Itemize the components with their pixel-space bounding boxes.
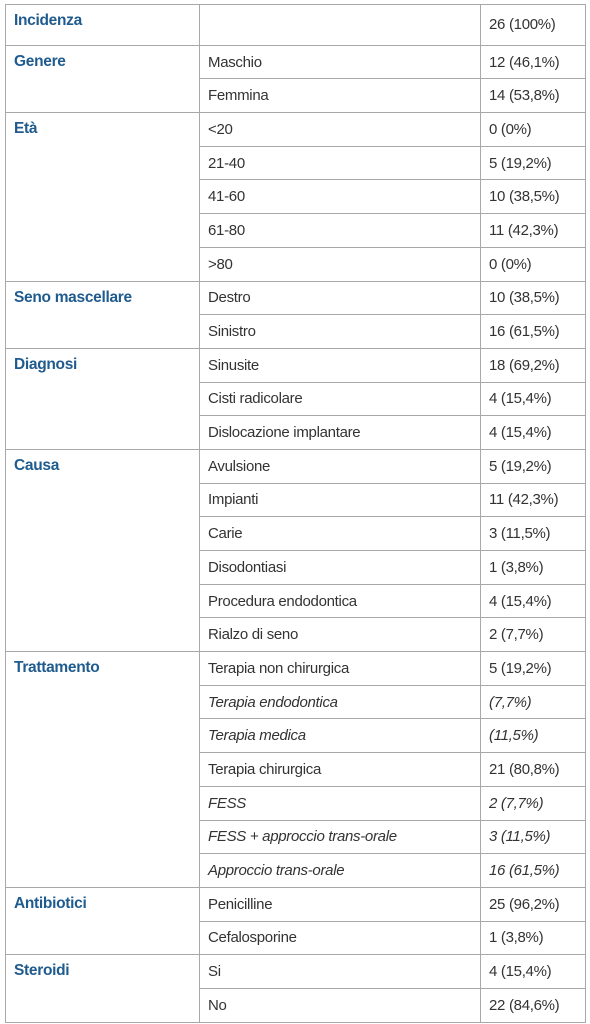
table-row: Femmina 14 (53,8%) (6, 78, 586, 114)
group-label: Diagnosi (5, 347, 200, 450)
row-value: 2 (7,7%) (480, 785, 586, 821)
table-row: Diagnosi Sinusite 18 (69,2%) (5, 347, 586, 450)
row-value: 11 (42,3%) (480, 482, 586, 518)
table-row: Steroidi Si 4 (15,4%) (5, 954, 586, 1023)
table-row: Dislocazione implantare 4 (15,4%) (6, 415, 586, 450)
table-row: Terapia chirurgica 21 (80,8%) (6, 752, 586, 787)
row-label: Approccio trans-orale (199, 853, 481, 888)
row-value: 5 (19,2%) (480, 448, 586, 484)
row-value: 5 (19,2%) (480, 145, 586, 181)
table-row: >80 0 (0%) (6, 246, 586, 282)
row-label: Terapia medica (199, 718, 481, 754)
row-value: (7,7%) (480, 684, 586, 720)
table-row: Disodontiasi 1 (3,8%) (6, 550, 586, 585)
row-value: 18 (69,2%) (480, 347, 586, 383)
row-label: No (199, 987, 481, 1023)
row-value: 12 (46,1%) (480, 44, 586, 80)
row-label: Avulsione (199, 448, 481, 484)
row-label: Disodontiasi (199, 550, 481, 585)
table-row: Cefalosporine 1 (3,8%) (6, 920, 586, 956)
group-label: Incidenza (5, 4, 200, 46)
row-value: 1 (3,8%) (480, 550, 586, 585)
group-label: Età (5, 112, 200, 282)
table-row: Genere Maschio 12 (46,1%) (5, 44, 586, 114)
row-label: Cisti radicolare (199, 381, 481, 417)
table-row: Antibiotici Penicilline 25 (96,2%) (5, 886, 586, 956)
row-label: Terapia chirurgica (199, 752, 481, 787)
table-row: No 22 (84,6%) (6, 987, 586, 1023)
table-row: Trattamento Terapia non chirurgica 5 (19,2… (5, 651, 586, 888)
row-label: Destro (199, 280, 481, 316)
table-row: FESS 2 (7,7%) (6, 785, 586, 821)
row-label: Si (199, 954, 481, 989)
row-label: Penicilline (199, 886, 481, 922)
row-label: Sinistro (199, 314, 481, 349)
row-label: Procedura endodontica (199, 583, 481, 619)
table-row: Terapia endodontica (7,7%) (6, 684, 586, 720)
row-label: Sinusite (199, 347, 481, 383)
row-value: 0 (0%) (480, 112, 586, 147)
row-value: 16 (61,5%) (480, 853, 586, 888)
group-label: Trattamento (5, 651, 200, 888)
row-value: 4 (15,4%) (480, 583, 586, 619)
table-row: Età <20 0 (0%) (5, 112, 586, 282)
row-label: Cefalosporine (199, 920, 481, 956)
table-row: Rialzo di seno 2 (7,7%) (6, 617, 586, 653)
row-value: 14 (53,8%) (480, 78, 586, 114)
row-value: 10 (38,5%) (480, 280, 586, 316)
group-label: Causa (5, 448, 200, 653)
row-value: 10 (38,5%) (480, 179, 586, 215)
row-value: 11 (42,3%) (480, 213, 586, 248)
row-label (199, 4, 481, 46)
group-label: Antibiotici (5, 886, 200, 956)
table-row: 41-60 10 (38,5%) (6, 179, 586, 215)
row-value: 1 (3,8%) (480, 920, 586, 956)
data-table: Incidenza 26 (100%) Genere Maschio 12 (46,1%… (5, 4, 586, 1023)
group-label: Genere (5, 44, 200, 114)
row-value: 25 (96,2%) (480, 886, 586, 922)
row-label: 21-40 (199, 145, 481, 181)
row-label: Maschio (199, 44, 481, 80)
row-value: 16 (61,5%) (480, 314, 586, 349)
row-value: 4 (15,4%) (480, 381, 586, 417)
table-row: Impianti 11 (42,3%) (6, 482, 586, 518)
row-value: 5 (19,2%) (480, 651, 586, 686)
table-row: Terapia medica (11,5%) (6, 718, 586, 754)
table-row: Procedura endodontica 4 (15,4%) (6, 583, 586, 619)
table-row: Sinistro 16 (61,5%) (6, 314, 586, 349)
row-value: 22 (84,6%) (480, 987, 586, 1023)
row-label: Rialzo di seno (199, 617, 481, 653)
row-label: Dislocazione implantare (199, 415, 481, 450)
row-label: Impianti (199, 482, 481, 518)
row-value: 4 (15,4%) (480, 954, 586, 989)
row-label: Carie (199, 516, 481, 551)
row-label: <20 (199, 112, 481, 147)
row-value: 2 (7,7%) (480, 617, 586, 653)
group-label: Steroidi (5, 954, 200, 1023)
row-label: 61-80 (199, 213, 481, 248)
row-value: 4 (15,4%) (480, 415, 586, 450)
row-label: FESS + approccio trans-orale (199, 819, 481, 855)
table-row: Seno mascellare Destro 10 (38,5%) (5, 280, 586, 349)
row-value: 3 (11,5%) (480, 819, 586, 855)
row-label: Terapia non chirurgica (199, 651, 481, 686)
row-value: 21 (80,8%) (480, 752, 586, 787)
table-row: Causa Avulsione 5 (19,2%) (5, 448, 586, 653)
row-value: 0 (0%) (480, 246, 586, 282)
row-label: Terapia endodontica (199, 684, 481, 720)
row-value: (11,5%) (480, 718, 586, 754)
group-label: Seno mascellare (5, 280, 200, 349)
row-label: Femmina (199, 78, 481, 114)
row-label: >80 (199, 246, 481, 282)
row-value: 26 (100%) (480, 4, 586, 46)
row-label: 41-60 (199, 179, 481, 215)
row-value: 3 (11,5%) (480, 516, 586, 551)
table-row: Cisti radicolare 4 (15,4%) (6, 381, 586, 417)
table-body: Incidenza 26 (100%) Genere Maschio 12 (46,1%… (5, 4, 586, 1023)
row-label: FESS (199, 785, 481, 821)
table-row: 61-80 11 (42,3%) (6, 213, 586, 248)
table-row: Incidenza 26 (100%) (5, 4, 586, 46)
